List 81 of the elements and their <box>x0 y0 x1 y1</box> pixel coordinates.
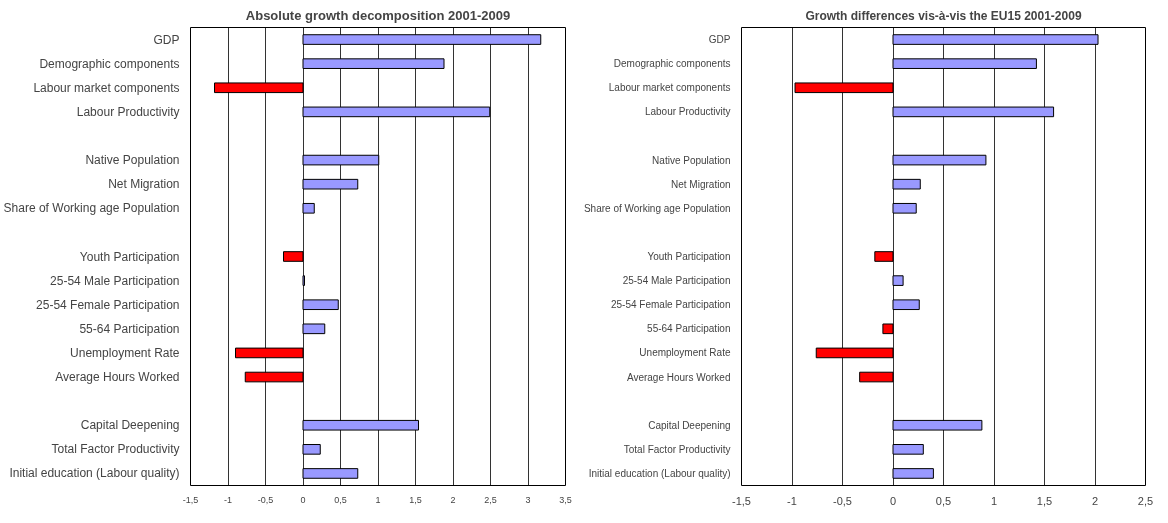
y-tick-label: 55-64 Participation <box>647 323 731 335</box>
y-tick-label: Labour Productivity <box>644 106 731 118</box>
bar <box>892 178 921 190</box>
x-tick-label: -1 <box>224 494 233 505</box>
x-tick-label: 2 <box>1091 494 1099 507</box>
bar <box>244 371 304 383</box>
y-tick-label: Youth Participation <box>647 251 731 262</box>
bar <box>874 251 894 262</box>
bar <box>302 178 359 190</box>
x-tick-label: 1,5 <box>1036 494 1053 507</box>
y-tick-label: Share of Working age Population <box>3 201 180 216</box>
y-tick-label: Net Migration <box>108 177 180 192</box>
y-tick-label: Initial education (Labour quality) <box>588 467 731 479</box>
y-tick-label: Native Population <box>85 153 180 168</box>
bar <box>302 202 315 214</box>
y-tick-label: GDP <box>708 34 731 46</box>
chart-title: Growth differences vis-à-vis the EU15 2001-2009 <box>805 8 1082 23</box>
x-tick-label: 0,5 <box>935 494 952 507</box>
y-tick-label: 25-54 Male Participation <box>50 273 180 288</box>
bar <box>302 419 419 431</box>
x-tick-label: 0 <box>300 494 306 505</box>
x-tick-label: 2,5 <box>1137 494 1154 507</box>
y-tick-label: Average Hours Worked <box>55 370 180 385</box>
x-tick-label: -1,5 <box>732 494 751 507</box>
bar <box>892 468 934 479</box>
bar <box>892 444 924 455</box>
bar <box>882 323 894 335</box>
y-tick-label: GDP <box>153 32 180 47</box>
y-tick-label: Labour market components <box>33 80 180 95</box>
x-tick-label: -1,5 <box>182 494 199 505</box>
x-tick-label: 3 <box>525 494 531 505</box>
x-tick-label: 3,5 <box>559 494 572 505</box>
x-tick-label: -1 <box>787 494 797 507</box>
y-tick-label: Capital Deepening <box>80 418 180 433</box>
y-tick-label: 25-54 Female Participation <box>610 299 731 311</box>
y-tick-label: Initial education (Labour quality) <box>9 466 180 481</box>
x-tick-label: 0,5 <box>334 494 347 505</box>
y-tick-label: Unemployment Rate <box>70 345 180 360</box>
x-tick-label: 1 <box>990 494 998 507</box>
x-tick-label: 1 <box>375 494 381 505</box>
bar <box>302 299 339 311</box>
bar <box>892 299 920 311</box>
bar <box>302 58 445 69</box>
bar <box>892 154 987 166</box>
chart-title: Absolute growth decomposition 2001-2009 <box>245 7 511 23</box>
y-tick-label: Total Factor Productivity <box>51 442 180 457</box>
x-tick-label: 1,5 <box>409 494 422 505</box>
bar <box>859 371 894 383</box>
x-tick-label: 0 <box>889 494 897 507</box>
x-tick-label: 2 <box>450 494 456 505</box>
bar <box>892 202 917 214</box>
bar <box>892 106 1055 118</box>
y-tick-label: Average Hours Worked <box>626 371 731 383</box>
bar <box>302 468 359 479</box>
bar <box>892 275 904 286</box>
y-tick-label: Demographic components <box>39 56 180 71</box>
y-tick-label: 55-64 Participation <box>79 321 180 336</box>
bar <box>892 58 1037 69</box>
x-tick-label: -0,5 <box>833 494 852 507</box>
y-tick-label: Demographic components <box>613 58 731 70</box>
bar <box>302 106 491 118</box>
bar <box>302 323 326 335</box>
y-tick-label: Labour market components <box>608 82 731 94</box>
bar <box>892 419 983 431</box>
y-tick-label: Unemployment Rate <box>639 347 731 359</box>
x-tick-label: -0,5 <box>257 494 274 505</box>
y-tick-label: Capital Deepening <box>648 419 731 431</box>
bar <box>235 347 304 359</box>
y-tick-label: 25-54 Female Participation <box>36 297 180 312</box>
y-tick-label: Share of Working age Population <box>583 202 731 214</box>
bar <box>283 251 304 262</box>
y-tick-label: 25-54 Male Participation <box>622 275 731 287</box>
y-tick-label: Labour Productivity <box>76 104 180 119</box>
bar <box>815 347 894 359</box>
bar <box>302 444 321 455</box>
y-tick-label: Native Population <box>652 154 731 166</box>
y-tick-label: Net Migration <box>671 178 731 190</box>
y-tick-label: Total Factor Productivity <box>623 443 731 455</box>
bar <box>302 154 380 166</box>
y-tick-label: Youth Participation <box>79 249 180 264</box>
x-tick-label: 2,5 <box>484 494 497 505</box>
